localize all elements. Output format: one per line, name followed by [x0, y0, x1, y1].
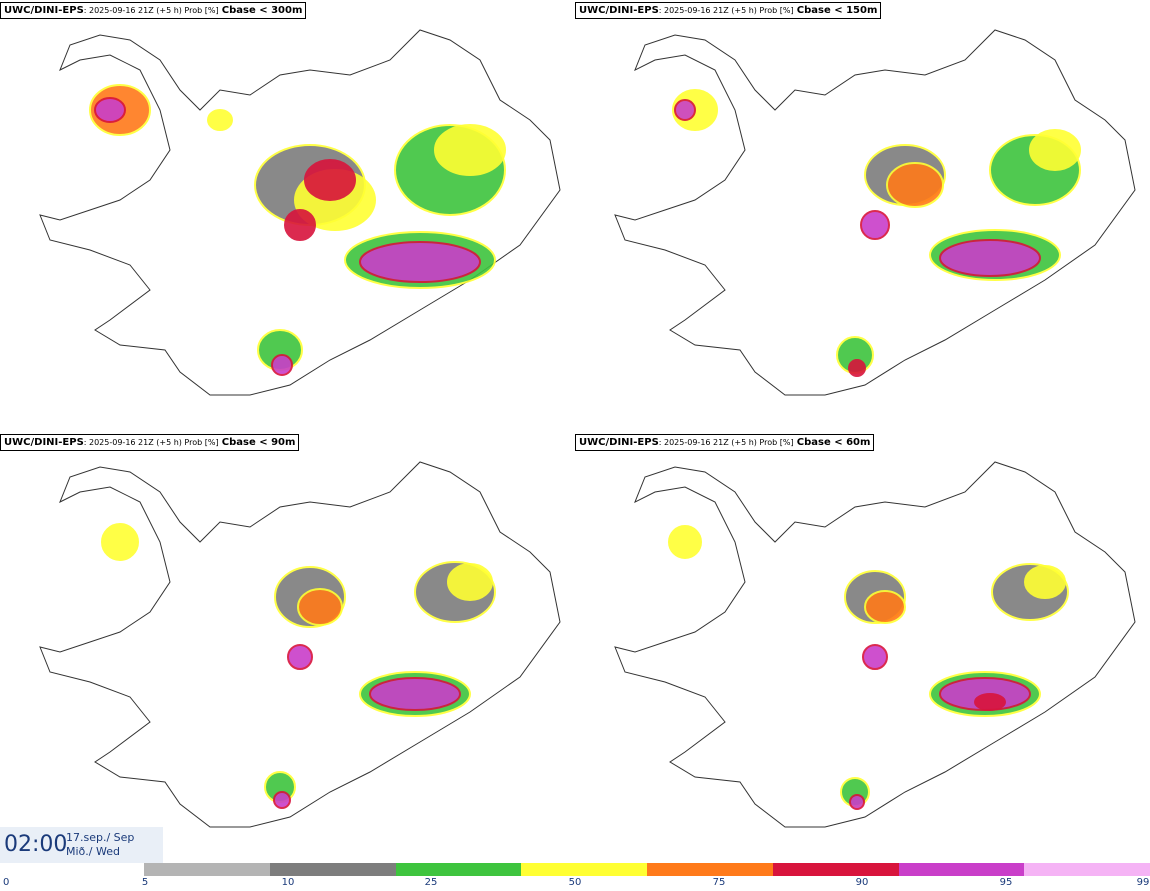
probability-area	[939, 239, 1041, 277]
probability-area	[359, 241, 481, 283]
probability-area	[668, 525, 702, 559]
colorbar-tick: 25	[424, 877, 438, 888]
probability-area	[94, 97, 126, 123]
colorbar-tick: 99	[1136, 877, 1150, 888]
map-panel-300m: UWC/DINI-EPS: 2025-09-16 21Z (+5 h) Prob…	[0, 0, 575, 432]
probability-area	[273, 791, 291, 809]
colorbar-tick: 10	[281, 877, 295, 888]
iceland-map	[39, 29, 561, 396]
probability-area	[284, 209, 316, 241]
probability-area	[297, 588, 343, 626]
probability-area	[849, 794, 865, 810]
map-panel-150m: UWC/DINI-EPS: 2025-09-16 21Z (+5 h) Prob…	[575, 0, 1150, 432]
probability-area	[862, 644, 888, 670]
iceland-map	[614, 29, 1136, 396]
date-line: 17.sep./ Sep	[66, 831, 135, 844]
colorbar-tick: 95	[999, 877, 1013, 888]
probability-area	[207, 109, 233, 131]
probability-colorbar	[144, 863, 1150, 876]
probability-area	[886, 162, 944, 208]
probability-area	[674, 99, 696, 121]
probability-area	[304, 159, 356, 201]
probability-area	[864, 590, 906, 624]
probability-area	[1029, 129, 1081, 171]
panel-title: UWC/DINI-EPS: 2025-09-16 21Z (+5 h) Prob…	[575, 434, 875, 451]
probability-area	[271, 354, 293, 376]
panel-title: UWC/DINI-EPS: 2025-09-16 21Z (+5 h) Prob…	[0, 434, 300, 451]
colorbar-tick: 5	[141, 877, 149, 888]
colorbar-segment	[144, 863, 270, 876]
iceland-map	[39, 461, 561, 828]
probability-area	[369, 677, 461, 711]
colorbar-segment	[898, 863, 1025, 876]
colorbar-segment	[269, 863, 396, 876]
valid-date: 17.sep./ Sep Mið./ Wed	[66, 831, 134, 859]
probability-area	[860, 210, 890, 240]
colorbar-segment	[647, 863, 773, 876]
map-panel-90m: UWC/DINI-EPS: 2025-09-16 21Z (+5 h) Prob…	[0, 432, 575, 864]
colorbar-tick: 0	[3, 877, 10, 888]
colorbar-tick: 75	[712, 877, 726, 888]
colorbar-segment	[1024, 863, 1150, 876]
probability-area	[1024, 565, 1066, 599]
probability-area	[287, 644, 313, 670]
probability-area	[848, 359, 866, 377]
colorbar-segment	[395, 863, 522, 876]
valid-time-box: 02:00 17.sep./ Sep Mið./ Wed	[0, 827, 163, 863]
probability-area	[434, 124, 506, 176]
probability-area	[101, 523, 139, 561]
probability-area	[974, 693, 1006, 711]
colorbar-segment	[521, 863, 647, 876]
panel-title: UWC/DINI-EPS: 2025-09-16 21Z (+5 h) Prob…	[0, 2, 307, 19]
panel-title: UWC/DINI-EPS: 2025-09-16 21Z (+5 h) Prob…	[575, 2, 882, 19]
valid-hour: 02:00	[4, 832, 68, 857]
day-line: Mið./ Wed	[66, 845, 120, 858]
map-panel-60m: UWC/DINI-EPS: 2025-09-16 21Z (+5 h) Prob…	[575, 432, 1150, 864]
colorbar-segment	[772, 863, 899, 876]
colorbar-tick: 90	[855, 877, 869, 888]
colorbar-tick: 50	[568, 877, 582, 888]
iceland-map	[614, 461, 1136, 828]
probability-area	[447, 563, 493, 601]
